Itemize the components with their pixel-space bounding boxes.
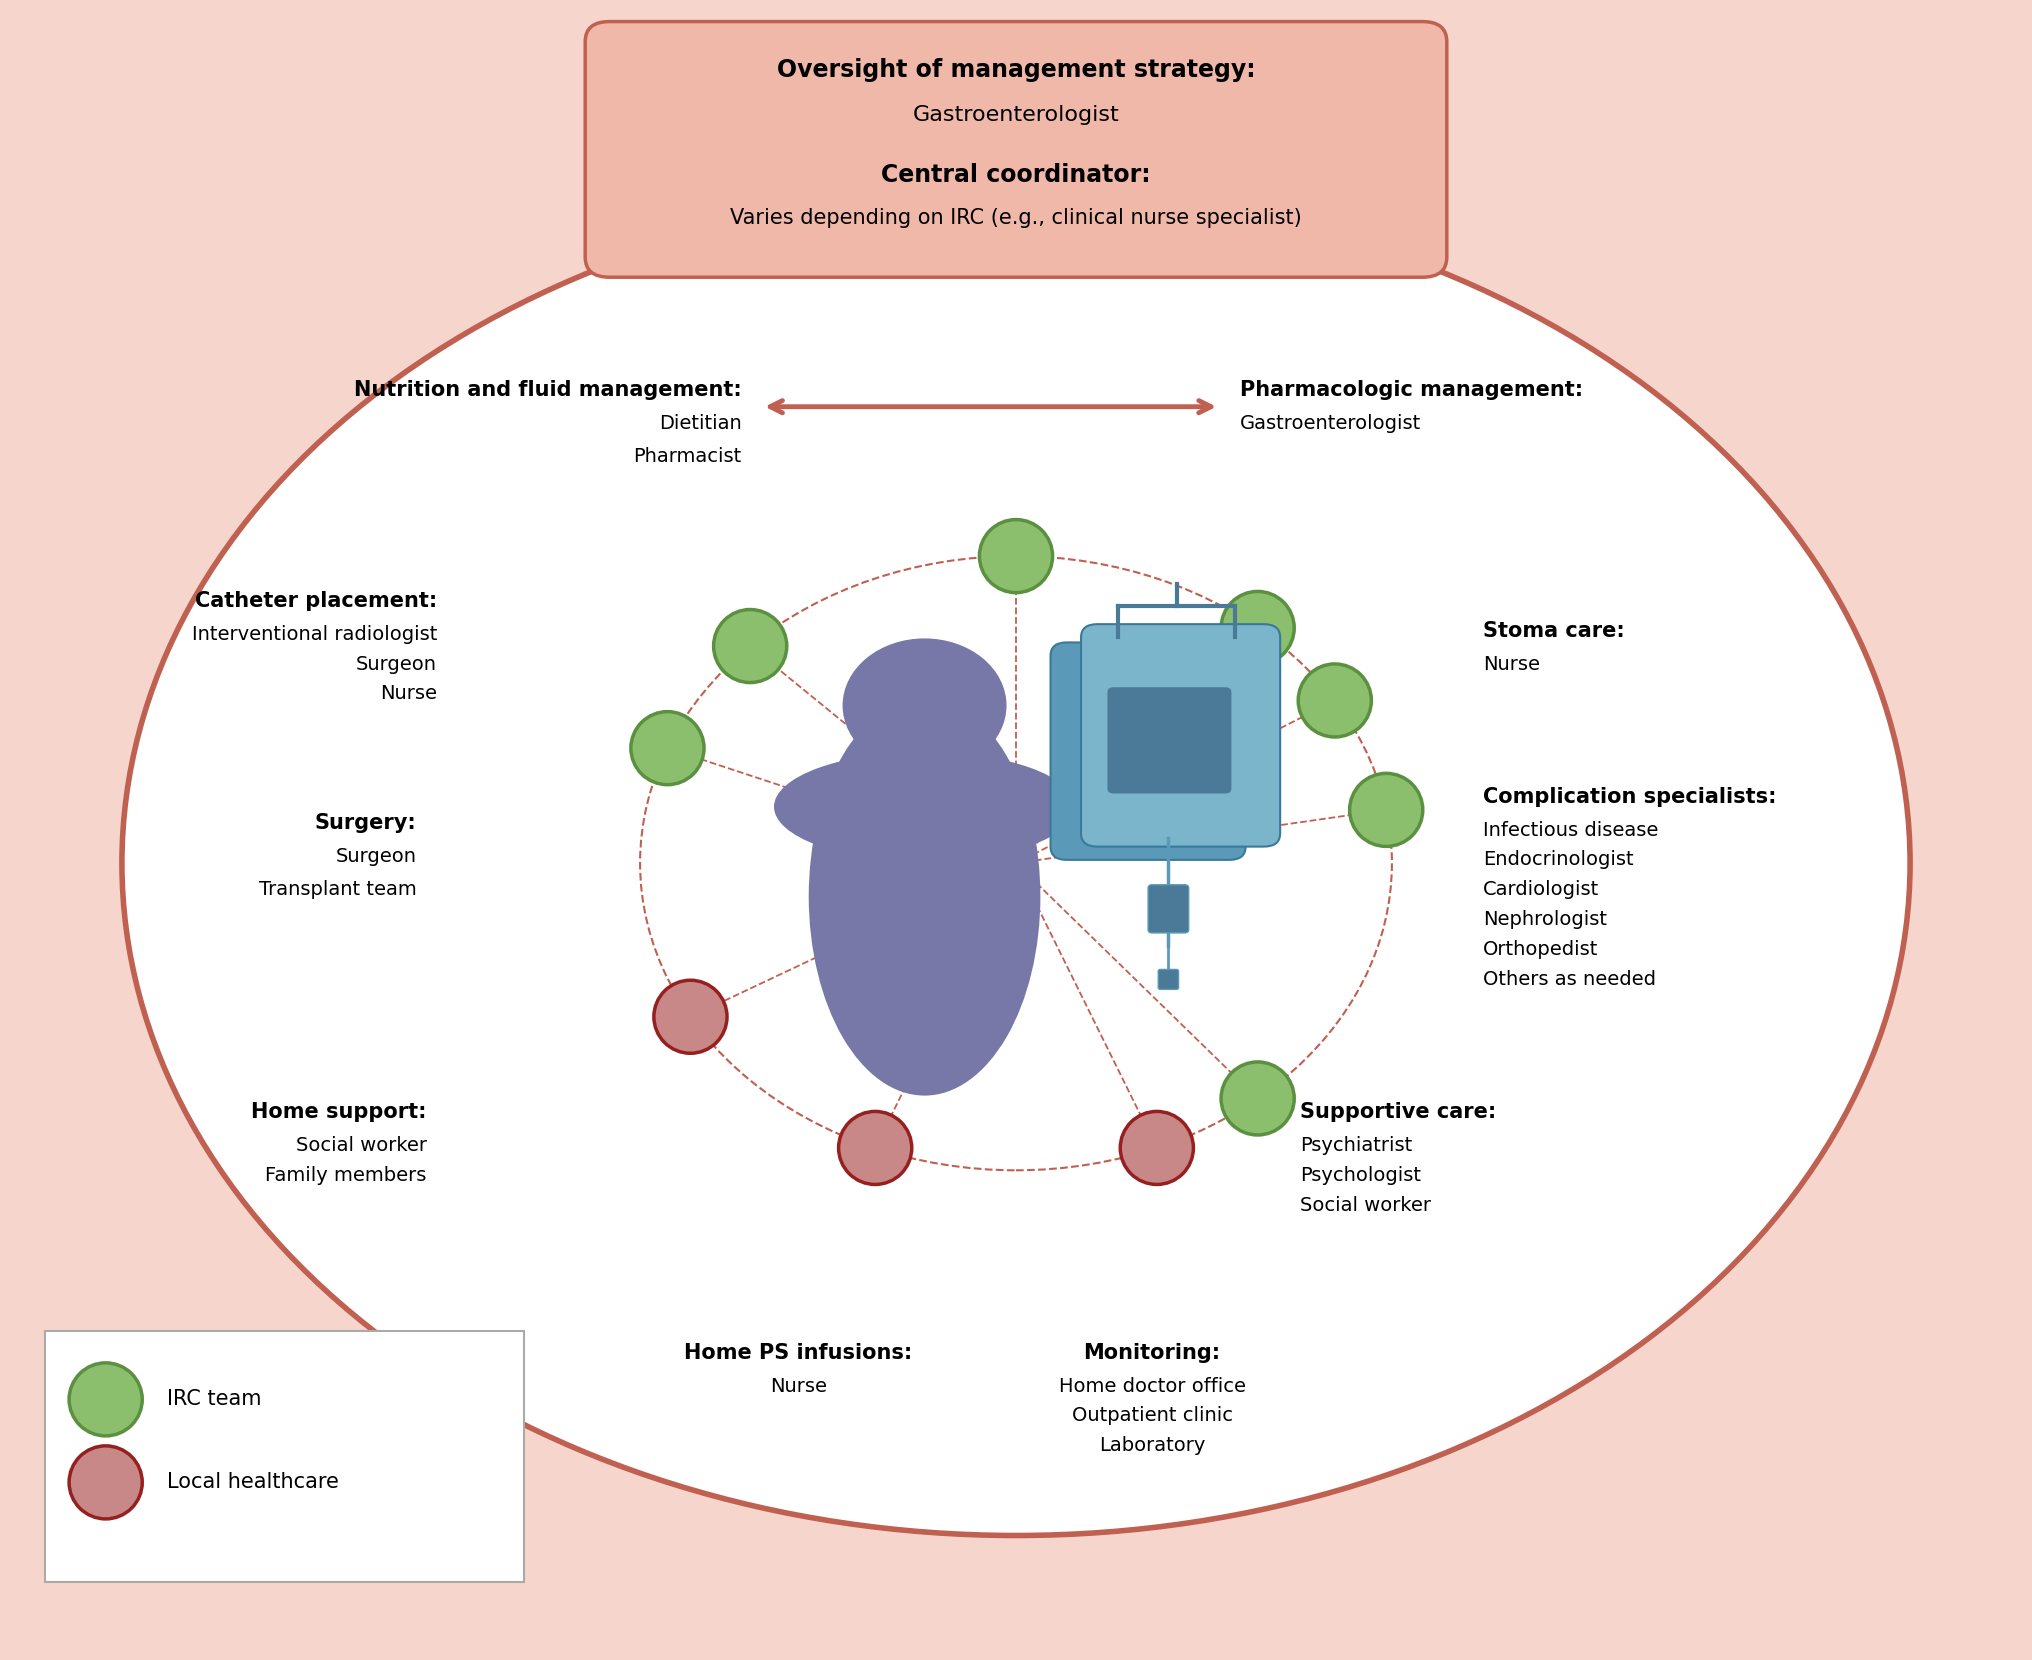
Text: Endocrinologist: Endocrinologist — [1483, 850, 1634, 870]
Text: Varies depending on IRC (e.g., clinical nurse specialist): Varies depending on IRC (e.g., clinical … — [729, 208, 1303, 227]
Text: Dietitian: Dietitian — [658, 413, 742, 433]
Text: Nurse: Nurse — [1483, 654, 1540, 674]
Text: Central coordinator:: Central coordinator: — [882, 163, 1150, 186]
Text: Outpatient clinic: Outpatient clinic — [1071, 1406, 1233, 1426]
Text: IRC team: IRC team — [167, 1389, 262, 1409]
Text: Psychologist: Psychologist — [1300, 1165, 1422, 1185]
Ellipse shape — [1349, 774, 1422, 847]
Ellipse shape — [1221, 591, 1294, 664]
Text: Supportive care:: Supportive care: — [1300, 1102, 1498, 1122]
Text: Gastroenterologist: Gastroenterologist — [1240, 413, 1420, 433]
Text: Infectious disease: Infectious disease — [1483, 820, 1658, 840]
FancyBboxPatch shape — [1051, 642, 1246, 860]
FancyBboxPatch shape — [1081, 624, 1280, 847]
Ellipse shape — [122, 191, 1910, 1536]
Text: Social worker: Social worker — [1300, 1195, 1431, 1215]
Text: Home PS infusions:: Home PS infusions: — [685, 1343, 912, 1363]
Text: Home support:: Home support: — [252, 1102, 427, 1122]
FancyBboxPatch shape — [585, 22, 1447, 277]
Ellipse shape — [69, 1446, 142, 1519]
FancyBboxPatch shape — [45, 1331, 524, 1582]
Text: Transplant team: Transplant team — [258, 880, 417, 900]
Text: Laboratory: Laboratory — [1099, 1436, 1205, 1456]
Ellipse shape — [630, 712, 703, 785]
Text: Gastroenterologist: Gastroenterologist — [912, 105, 1120, 124]
Text: Nurse: Nurse — [770, 1376, 827, 1396]
Ellipse shape — [1221, 1062, 1294, 1135]
Text: Surgery:: Surgery: — [315, 813, 417, 833]
Text: Others as needed: Others as needed — [1483, 969, 1656, 989]
Ellipse shape — [839, 1112, 912, 1185]
Text: Monitoring:: Monitoring: — [1083, 1343, 1221, 1363]
Text: Social worker: Social worker — [297, 1135, 427, 1155]
Ellipse shape — [979, 520, 1053, 593]
Text: Nutrition and fluid management:: Nutrition and fluid management: — [354, 380, 742, 400]
Ellipse shape — [69, 1363, 142, 1436]
Text: Family members: Family members — [266, 1165, 427, 1185]
Text: Psychiatrist: Psychiatrist — [1300, 1135, 1412, 1155]
Ellipse shape — [654, 979, 727, 1054]
Ellipse shape — [713, 609, 786, 682]
Text: Oversight of management strategy:: Oversight of management strategy: — [776, 58, 1256, 81]
Text: Local healthcare: Local healthcare — [167, 1472, 339, 1492]
Text: Home doctor office: Home doctor office — [1059, 1376, 1246, 1396]
Text: Pharmacologic management:: Pharmacologic management: — [1240, 380, 1583, 400]
Text: Surgeon: Surgeon — [335, 847, 417, 867]
Text: Orthopedist: Orthopedist — [1483, 940, 1599, 959]
Ellipse shape — [1120, 1112, 1193, 1185]
Text: Catheter placement:: Catheter placement: — [195, 591, 437, 611]
Text: Complication specialists:: Complication specialists: — [1483, 787, 1776, 807]
Ellipse shape — [809, 697, 1040, 1096]
Text: Interventional radiologist: Interventional radiologist — [191, 624, 437, 644]
Text: Cardiologist: Cardiologist — [1483, 880, 1599, 900]
Ellipse shape — [774, 752, 1075, 862]
Ellipse shape — [1298, 664, 1372, 737]
Text: Nephrologist: Nephrologist — [1483, 910, 1607, 930]
FancyBboxPatch shape — [1158, 969, 1179, 989]
Text: Nurse: Nurse — [380, 684, 437, 704]
FancyBboxPatch shape — [1107, 687, 1231, 793]
Text: Surgeon: Surgeon — [356, 654, 437, 674]
Text: Pharmacist: Pharmacist — [634, 447, 742, 466]
FancyBboxPatch shape — [1148, 885, 1189, 933]
Circle shape — [843, 639, 1006, 772]
Text: Stoma care:: Stoma care: — [1483, 621, 1626, 641]
